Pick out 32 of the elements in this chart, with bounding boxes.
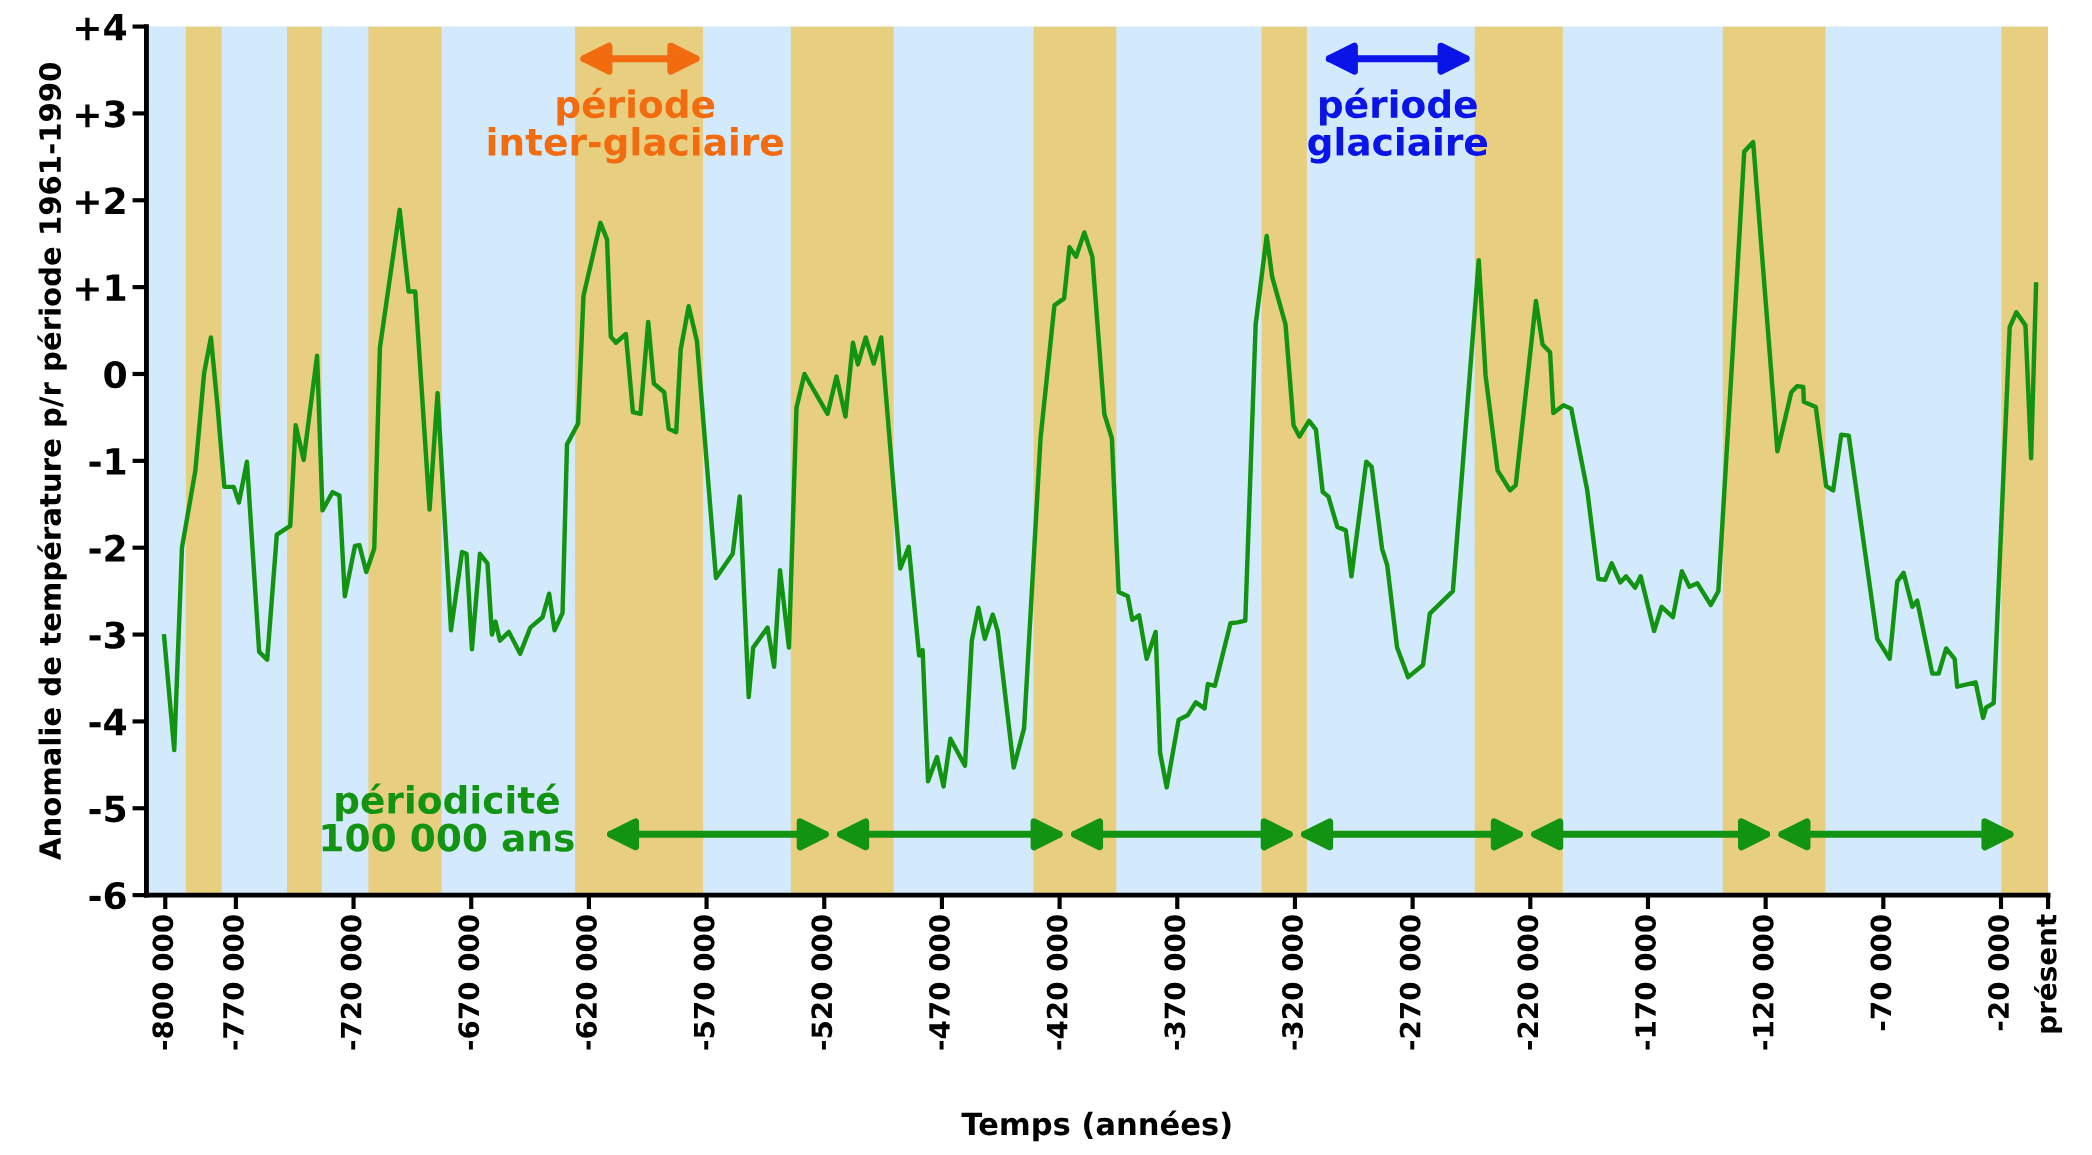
- x-tick-label: -570 000: [693, 915, 715, 1050]
- y-axis-title: Anomalie de température p/r période 1961-1990: [37, 63, 67, 860]
- x-tick-label: -720 000: [340, 915, 362, 1050]
- y-tick-label: -4: [89, 708, 127, 736]
- x-tick-label: -770 000: [222, 915, 244, 1050]
- x-tick-label: -70 000: [1870, 915, 1892, 1031]
- x-tick-label: -120 000: [1752, 915, 1774, 1050]
- y-tick-label: -6: [89, 882, 126, 910]
- x-tick-label: -470 000: [928, 915, 950, 1050]
- annotation: périodicité 100 000 ans: [322, 783, 574, 852]
- x-tick-label: présent: [2034, 914, 2063, 1033]
- y-tick-label: +1: [76, 274, 126, 301]
- x-tick-label: -670 000: [458, 915, 480, 1050]
- x-tick-label: -520 000: [811, 915, 833, 1050]
- x-tick-label: -320 000: [1282, 915, 1304, 1050]
- y-tick-label: -2: [89, 534, 125, 562]
- y-tick-label: +3: [76, 100, 125, 128]
- y-tick-label: +4: [76, 13, 127, 41]
- y-tick-label: -3: [89, 621, 125, 649]
- y-tick-label: -1: [89, 448, 126, 475]
- y-tick-label: 0: [104, 360, 126, 389]
- y-tick-label: +2: [76, 187, 125, 214]
- x-tick-label: -220 000: [1517, 915, 1539, 1050]
- x-axis-title: Temps (années): [961, 1110, 1231, 1142]
- x-tick-label: -170 000: [1635, 915, 1657, 1050]
- x-tick-label: -370 000: [1164, 915, 1186, 1050]
- x-tick-label: -20 000: [1988, 915, 2010, 1031]
- x-tick-label: -800 000: [152, 915, 174, 1050]
- y-tick-label: -5: [89, 795, 126, 823]
- x-tick-label: -420 000: [1046, 915, 1068, 1050]
- x-tick-label: -620 000: [575, 915, 597, 1050]
- x-tick-label: -270 000: [1399, 915, 1421, 1050]
